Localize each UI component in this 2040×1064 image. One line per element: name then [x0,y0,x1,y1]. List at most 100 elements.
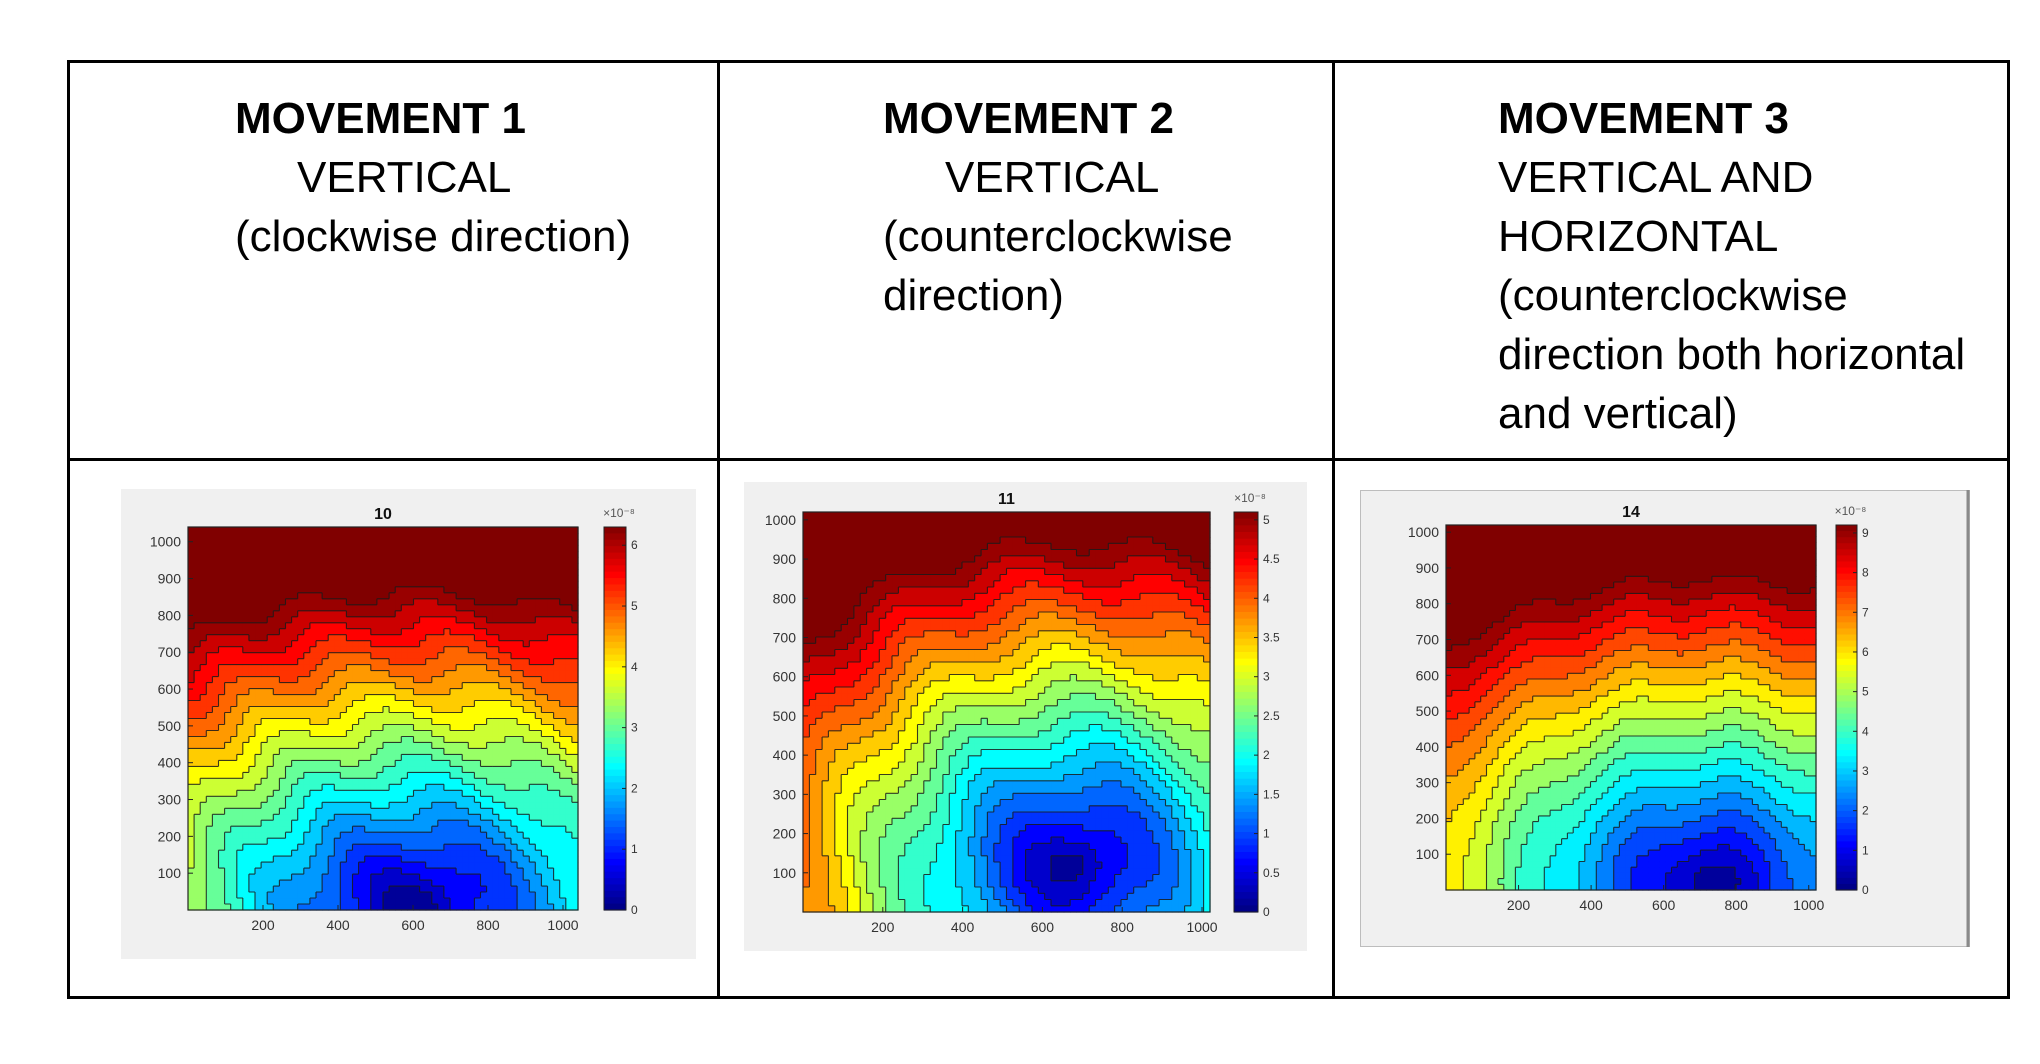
y-tick-label: 500 [773,708,797,724]
x-tick-label: 600 [1031,919,1055,935]
movement-2-line-1: VERTICAL [945,153,1160,202]
y-tick-label: 600 [1416,667,1440,683]
movement-2-line-3: direction) [883,271,1064,320]
colorbar-tick-label: 0 [1263,905,1270,919]
movement-2-heading: MOVEMENT 2 VERTICAL (counterclockwise di… [883,89,1233,325]
y-tick-label: 100 [773,865,797,881]
colorbar-exponent: ×10⁻⁸ [1234,491,1266,505]
movement-1-line-2: (clockwise direction) [235,212,632,261]
plots-row: 10 200 400 600 800 1000 100 200 300 400 500 600 700 8… [67,458,2010,999]
movement-3-line-2: HORIZONTAL [1498,212,1779,261]
colorbar-tick-label: 1 [1862,843,1869,857]
movement-1-heading: MOVEMENT 1 VERTICAL (clockwise direction… [235,89,631,266]
x-tick-label: 800 [476,917,500,933]
colorbar-tick-label: 0.5 [1263,866,1280,880]
y-tick-label: 100 [158,865,182,881]
contour-plot-11: 11 200 400 600 800 1000 100 200 300 400 500 600 700 8… [744,482,1307,951]
x-tick-label: 200 [251,917,275,933]
movement-2-title: MOVEMENT 2 [883,94,1174,143]
x-tick-label: 400 [951,919,975,935]
x-tick-label: 1000 [1793,897,1824,913]
y-tick-label: 300 [773,786,797,802]
colorbar-tick-label: 6 [631,538,638,552]
x-tick-label: 200 [1507,897,1531,913]
colorbar-tick-label: 2 [1263,748,1270,762]
colorbar-tick-label: 1.5 [1263,787,1280,801]
y-tick-label: 1000 [765,512,796,528]
y-tick-label: 400 [1416,739,1440,755]
colorbar-tick-label: 3 [631,721,638,735]
colorbar-tick-label: 7 [1862,605,1869,619]
colorbar-tick-label: 9 [1862,526,1869,540]
plot-title: 11 [998,491,1015,508]
header-row: MOVEMENT 1 VERTICAL (clockwise direction… [67,60,2010,461]
colorbar-tick-label: 0 [631,903,638,917]
y-tick-label: 800 [1416,596,1440,612]
movement-1-title: MOVEMENT 1 [235,94,526,143]
x-tick-label: 800 [1111,919,1135,935]
movement-3-heading: MOVEMENT 3 VERTICAL AND HORIZONTAL (coun… [1498,89,1965,443]
colorbar-tick-label: 4 [631,660,638,674]
y-tick-label: 400 [158,755,182,771]
colorbar-tick-label: 4 [1263,591,1270,605]
movement-3-header-cell: MOVEMENT 3 VERTICAL AND HORIZONTAL (coun… [1332,60,2010,461]
x-tick-label: 600 [1652,897,1676,913]
movement-3-title: MOVEMENT 3 [1498,94,1789,143]
movement-3-line-1: VERTICAL AND [1498,153,1814,202]
y-tick-label: 500 [158,718,182,734]
y-tick-label: 600 [773,669,797,685]
colorbar-tick-label: 5 [1862,685,1869,699]
y-tick-label: 1000 [150,534,181,550]
x-tick-label: 400 [1579,897,1603,913]
movement-2-header-cell: MOVEMENT 2 VERTICAL (counterclockwise di… [717,60,1335,461]
colorbar-tick-label: 3.5 [1263,630,1280,644]
x-tick-label: 400 [326,917,350,933]
colorbar-tick-label: 5 [1263,513,1270,527]
y-tick-label: 100 [1416,846,1440,862]
colorbar-tick-label: 4 [1862,724,1869,738]
colorbar-tick-label: 2.5 [1263,709,1280,723]
colorbar-tick-label: 2 [631,781,638,795]
y-tick-label: 800 [773,590,797,606]
x-tick-label: 600 [401,917,425,933]
movement-1-header-cell: MOVEMENT 1 VERTICAL (clockwise direction… [67,60,720,461]
movement-1-line-1: VERTICAL [297,153,512,202]
y-tick-label: 300 [158,792,182,808]
y-tick-label: 700 [1416,632,1440,648]
colorbar-tick-label: 8 [1862,566,1869,580]
y-tick-label: 600 [158,681,182,697]
colorbar-tick-label: 2 [1862,804,1869,818]
x-tick-label: 1000 [1186,919,1217,935]
y-tick-label: 300 [1416,775,1440,791]
colorbar-tick-label: 5 [631,599,638,613]
movement-2-line-2: (counterclockwise [883,212,1233,261]
movement-3-line-5: and vertical) [1498,389,1738,438]
y-tick-label: 700 [158,644,182,660]
x-tick-label: 800 [1725,897,1749,913]
colorbar-tick-label: 3 [1862,764,1869,778]
movement-3-line-3: (counterclockwise [1498,271,1848,320]
colorbar-exponent: ×10⁻⁸ [603,506,635,520]
y-tick-label: 900 [1416,560,1440,576]
y-tick-label: 700 [773,629,797,645]
y-tick-label: 800 [158,607,182,623]
movement-1-plot-cell: 10 200 400 600 800 1000 100 200 300 400 500 600 700 8… [67,458,720,999]
colorbar-tick-label: 1 [631,842,638,856]
colorbar-tick-label: 6 [1862,645,1869,659]
x-tick-label: 1000 [547,917,578,933]
x-tick-label: 200 [871,919,895,935]
plot-title: 10 [374,506,392,523]
y-tick-label: 900 [773,551,797,567]
movement-2-plot-cell: 11 200 400 600 800 1000 100 200 300 400 500 600 700 8… [717,458,1335,999]
y-tick-label: 200 [158,828,182,844]
colorbar-tick-label: 3 [1263,670,1270,684]
colorbar-tick-label: 1 [1263,827,1270,841]
y-tick-label: 500 [1416,703,1440,719]
plot-title: 14 [1622,504,1640,521]
colorbar-tick-label: 0 [1862,883,1869,897]
y-tick-label: 900 [158,571,182,587]
y-tick-label: 400 [773,747,797,763]
colorbar-tick-label: 4.5 [1263,552,1280,566]
